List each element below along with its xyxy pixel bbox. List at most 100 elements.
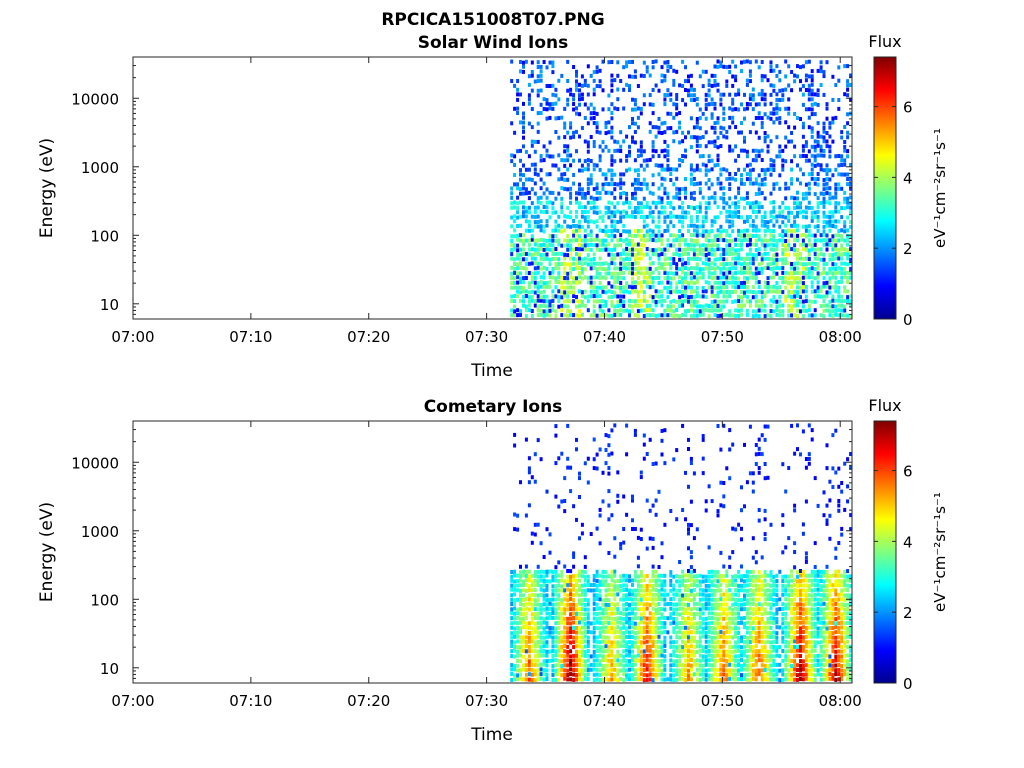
- heatmap-cell: [837, 233, 841, 238]
- heatmap-cell: [654, 597, 658, 602]
- heatmap-cell: [828, 154, 832, 159]
- heatmap-cell: [539, 303, 543, 308]
- heatmap-cell: [545, 611, 549, 616]
- heatmap-cell: [722, 313, 726, 318]
- heatmap-cell: [545, 195, 549, 200]
- heatmap-cell: [610, 224, 614, 229]
- heatmap-cell: [610, 88, 614, 93]
- heatmap-cell: [542, 659, 546, 664]
- heatmap-cell: [516, 233, 520, 238]
- heatmap-cell: [569, 592, 573, 597]
- heatmap-cell: [566, 668, 570, 673]
- heatmap-cell: [846, 313, 850, 318]
- heatmap-cell: [672, 678, 676, 683]
- heatmap-cell: [698, 243, 702, 248]
- heatmap-cell: [575, 129, 578, 134]
- heatmap-cell: [636, 588, 640, 593]
- heatmap-cell: [560, 588, 564, 593]
- heatmap-cell: [828, 177, 832, 182]
- heatmap-cell: [560, 303, 564, 308]
- heatmap-cell: [592, 621, 596, 626]
- heatmap-cell: [769, 289, 773, 294]
- heatmap-cell: [580, 257, 584, 262]
- heatmap-cell: [801, 92, 805, 97]
- heatmap-cell: [698, 267, 702, 272]
- heatmap-cell: [813, 233, 817, 238]
- heatmap-cell: [687, 621, 690, 626]
- heatmap-cell: [669, 299, 673, 304]
- heatmap-cell: [731, 223, 735, 228]
- heatmap-cell: [554, 266, 558, 271]
- heatmap-cell: [740, 177, 743, 182]
- heatmap-cell: [530, 606, 534, 611]
- heatmap-cell: [527, 177, 531, 182]
- heatmap-cell: [669, 243, 673, 248]
- heatmap-cell: [580, 677, 584, 682]
- heatmap-cell: [695, 120, 699, 125]
- heatmap-cell: [743, 237, 746, 242]
- heatmap-cell: [849, 252, 853, 257]
- heatmap-cell: [636, 626, 640, 631]
- heatmap-cell: [689, 598, 693, 603]
- heatmap-cell: [704, 243, 708, 248]
- heatmap-cell: [607, 648, 611, 653]
- heatmap-cell: [580, 168, 584, 173]
- heatmap-cell: [622, 527, 626, 531]
- heatmap-cell: [575, 603, 578, 607]
- heatmap-cell: [519, 640, 522, 645]
- heatmap-cell: [669, 65, 673, 69]
- heatmap-cell: [554, 630, 558, 635]
- heatmap-cell: [689, 672, 693, 677]
- heatmap-cell: [793, 215, 797, 220]
- heatmap-cell: [737, 281, 741, 285]
- heatmap-cell: [530, 616, 534, 621]
- heatmap-cell: [578, 228, 581, 233]
- heatmap-cell: [828, 304, 832, 309]
- heatmap-cell: [807, 172, 811, 177]
- heatmap-cell: [598, 215, 602, 220]
- heatmap-cell: [510, 294, 514, 299]
- heatmap-cell: [816, 68, 820, 73]
- heatmap-cell: [522, 573, 525, 578]
- heatmap-cell: [527, 639, 531, 644]
- heatmap-cell: [551, 102, 555, 107]
- heatmap-cell: [604, 448, 608, 452]
- heatmap-cell: [610, 626, 614, 631]
- heatmap-cell: [604, 261, 608, 266]
- heatmap-cell: [713, 271, 717, 276]
- heatmap-cell: [610, 653, 614, 658]
- heatmap-cell: [754, 200, 758, 205]
- heatmap-cell: [704, 144, 708, 149]
- heatmap-cell: [737, 252, 741, 257]
- heatmap-cell: [837, 201, 841, 206]
- heatmap-cell: [533, 238, 537, 243]
- heatmap-cell: [666, 224, 670, 229]
- heatmap-cell: [675, 167, 679, 172]
- heatmap-cell: [595, 219, 599, 224]
- heatmap-cell: [598, 285, 602, 290]
- heatmap-cell: [790, 284, 794, 289]
- heatmap-cell: [578, 219, 581, 224]
- heatmap-cell: [631, 262, 634, 266]
- heatmap-cell: [846, 233, 850, 238]
- heatmap-cell: [616, 644, 620, 649]
- heatmap-cell: [819, 247, 823, 252]
- heatmap-cell: [754, 228, 758, 233]
- heatmap-cell: [545, 153, 549, 158]
- heatmap-cell: [522, 620, 525, 625]
- heatmap-cell: [719, 285, 723, 290]
- heatmap-cell: [716, 294, 720, 299]
- heatmap-cell: [516, 201, 520, 206]
- heatmap-cell: [539, 88, 543, 93]
- heatmap-cell: [704, 257, 708, 261]
- heatmap-cell: [716, 314, 720, 318]
- heatmap-cell: [613, 106, 617, 111]
- heatmap-cell: [604, 649, 608, 654]
- heatmap-cell: [648, 677, 652, 682]
- heatmap-cell: [687, 447, 690, 451]
- heatmap-cell: [631, 578, 634, 583]
- heatmap-cell: [737, 238, 741, 242]
- heatmap-cell: [651, 154, 655, 159]
- heatmap-cell: [633, 640, 637, 645]
- heatmap-cell: [846, 271, 850, 275]
